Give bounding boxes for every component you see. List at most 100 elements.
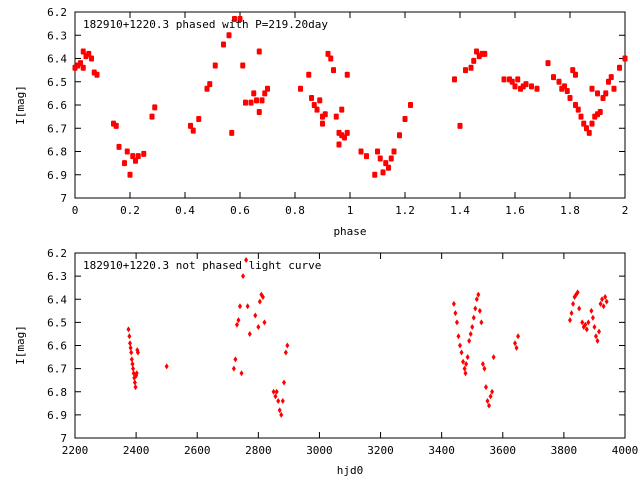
data-point [328,55,334,62]
data-point [593,333,598,340]
data-point [488,393,493,400]
data-point [89,55,94,62]
data-point [358,148,364,155]
data-point [240,62,246,69]
data-point [611,85,617,92]
y-tick-label: 6.5 [47,76,67,89]
data-point [597,328,602,335]
data-point [482,50,488,57]
data-point [470,324,475,330]
x-tick-label: 2800 [245,444,272,457]
data-point [226,32,232,39]
data-point [265,85,270,92]
data-point [580,319,585,326]
data-point [592,324,597,330]
data-point [483,384,488,391]
chart-panel-2: 2200 2400 2600 2800 3000 3200 3400 3600 3800 4000… [14,247,638,477]
data-point [239,370,244,377]
data-point [134,370,139,377]
x-tick-label: 0.8 [285,204,305,217]
data-point [534,85,540,92]
data-point [280,398,285,404]
data-point [152,104,158,111]
x-tick-label: 1 [347,204,354,217]
y-tick-label: 6.4 [47,53,67,66]
data-point [259,97,265,104]
data-point [578,113,584,120]
data-point [132,379,137,386]
data-point [584,326,589,333]
data-point [271,388,276,395]
data-point [479,319,484,326]
data-point [237,15,243,22]
data-point [556,78,562,85]
data-point [149,113,155,120]
data-point [262,319,267,326]
data-point [80,48,86,55]
data-point [298,85,303,92]
y-tick-label: 6.3 [47,29,67,42]
data-point [135,153,141,160]
data-point [260,293,265,300]
data-point [402,115,408,122]
data-point [603,293,608,300]
data-point [509,78,515,85]
data-point [571,300,576,307]
data-point [461,358,466,365]
x-axis-label: hjd0 [337,464,364,477]
data-point [474,296,479,303]
data-point [473,305,478,312]
data-point [124,148,130,155]
data-point [131,365,136,372]
data-point [386,164,391,171]
data-point [545,60,551,67]
y-tick-label: 6.2 [47,6,67,19]
data-point [80,64,86,71]
x-tick-label: 2400 [123,444,150,457]
data-point [309,95,314,102]
x-tick-label: 3000 [306,444,333,457]
data-point [622,55,628,62]
data-point [141,150,147,157]
x-tick-label: 3800 [551,444,578,457]
data-point [458,342,462,349]
data-point [113,122,119,129]
data-point [233,356,238,363]
data-point [480,361,485,367]
data-point [569,310,574,317]
data-point [188,122,193,129]
data-point [94,71,100,78]
data-point [601,303,606,310]
y-tick-label: 6.6 [47,99,67,112]
data-point [586,129,592,136]
y-axis-label: I[mag] [14,325,27,365]
data-point [245,303,250,310]
data-point [465,354,470,361]
data-point [513,340,517,347]
data-point [283,349,288,356]
x-tick-label: 4000 [612,444,639,457]
data-point [463,370,468,377]
data-point [279,411,284,418]
x-tick-label: 2200 [62,444,89,457]
data-point [515,76,521,83]
data-point [575,106,581,113]
x-tick-label: 0 [72,204,79,217]
data-point [276,398,281,404]
data-point [474,48,479,55]
data-point [487,402,492,409]
data-point [598,300,603,307]
data-point [586,319,591,326]
data-point [452,76,457,83]
y-tick-label: 6.6 [47,340,67,353]
data-point [462,365,467,372]
data-point [600,296,605,303]
data-point [339,106,345,113]
data-point [127,333,132,340]
y-tick-label: 6.9 [47,409,67,422]
data-point [584,125,589,132]
data-point [606,78,611,85]
chart-title: 182910+1220.3 phased with P=219.20day [83,18,328,31]
